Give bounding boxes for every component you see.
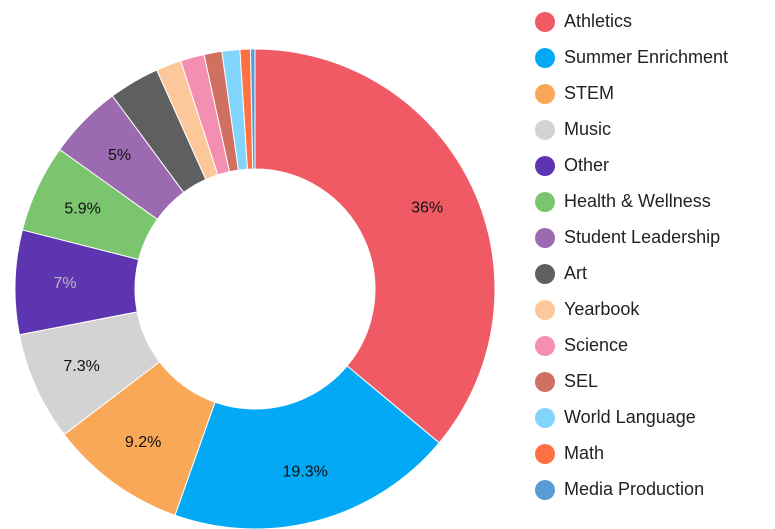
legend-marker	[535, 192, 555, 212]
slice	[254, 48, 496, 444]
slice-label: 36%	[411, 200, 443, 217]
legend-marker	[535, 300, 555, 320]
legend-marker	[535, 156, 555, 176]
legend-label: Athletics	[564, 11, 632, 31]
legend-label: Health & Wellness	[564, 191, 711, 211]
legend-label: Science	[564, 335, 628, 355]
legend-label: Art	[564, 263, 587, 283]
slice-label: 5.9%	[64, 200, 100, 217]
legend-label: Music	[564, 119, 611, 139]
slice-label: 19.3%	[283, 463, 328, 480]
legend-label: Media Production	[564, 479, 704, 499]
legend-marker	[535, 480, 555, 500]
legend-label: Summer Enrichment	[564, 47, 728, 67]
legend-marker	[535, 48, 555, 68]
legend-marker	[535, 84, 555, 104]
legend-label: Student Leadership	[564, 227, 720, 247]
legend-marker	[535, 372, 555, 392]
slice-label: 7%	[54, 275, 77, 292]
legend-label: Yearbook	[564, 299, 640, 319]
legend-label: STEM	[564, 83, 614, 103]
legend-marker	[535, 336, 555, 356]
legend-marker	[535, 408, 555, 428]
legend-marker	[535, 12, 555, 32]
legend-marker	[535, 264, 555, 284]
legend-marker	[535, 228, 555, 248]
legend-marker	[535, 444, 555, 464]
legend-marker	[535, 120, 555, 140]
legend-label: Math	[564, 443, 604, 463]
legend-label: SEL	[564, 371, 598, 391]
legend-label: World Language	[564, 407, 696, 427]
legend-label: Other	[564, 155, 609, 175]
slice-label: 7.3%	[63, 358, 99, 375]
slice	[249, 48, 256, 170]
slice	[174, 365, 440, 529]
slice-label: 9.2%	[125, 434, 161, 451]
slice-label: 5%	[108, 147, 131, 164]
